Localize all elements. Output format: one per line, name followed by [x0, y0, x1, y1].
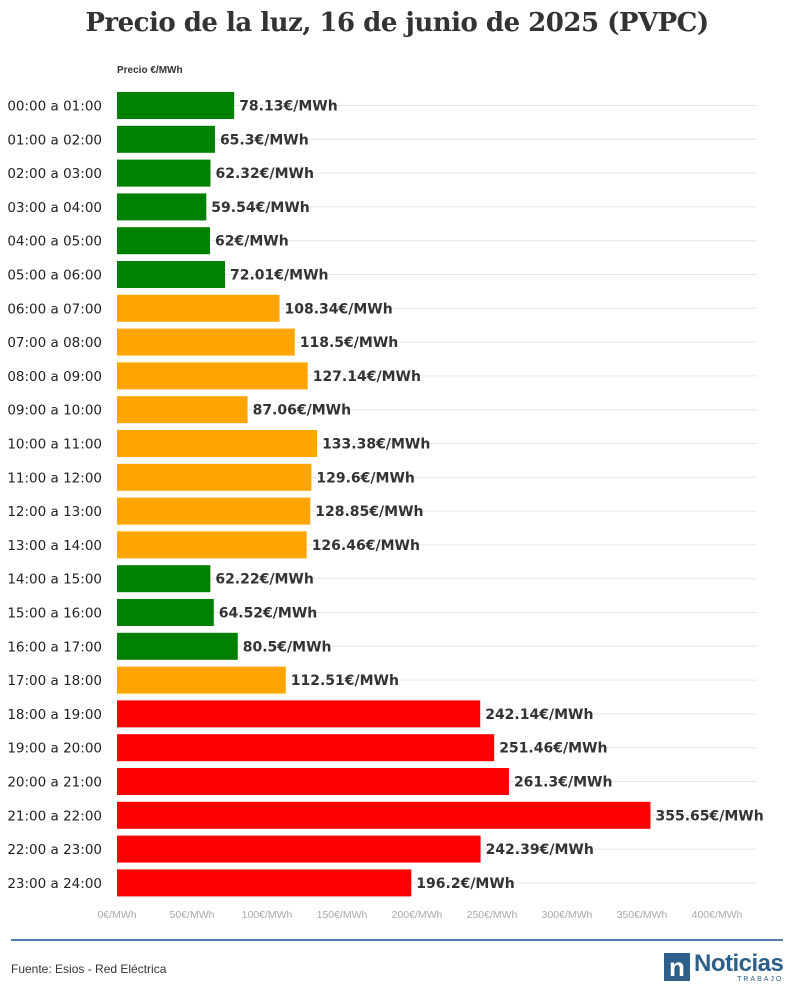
source-text: Fuente: Esios - Red Eléctrica	[11, 962, 167, 976]
value-label: 80.5€/MWh	[243, 639, 332, 655]
category-label: 15:00 a 16:00	[7, 606, 102, 622]
x-tick-label: 0€/MWh	[97, 909, 136, 921]
value-label: 133.38€/MWh	[322, 437, 430, 453]
value-label: 127.14€/MWh	[313, 369, 421, 385]
value-label: 118.5€/MWh	[300, 335, 398, 351]
value-label: 72.01€/MWh	[230, 268, 328, 284]
bar	[117, 666, 286, 694]
value-label: 62.32€/MWh	[215, 166, 313, 182]
value-label: 251.46€/MWh	[499, 741, 607, 757]
bar	[117, 497, 311, 525]
bar	[117, 463, 312, 491]
bar	[117, 125, 215, 153]
category-label: 21:00 a 22:00	[7, 808, 102, 824]
category-label: 00:00 a 01:00	[7, 99, 102, 115]
value-label: 108.34€/MWh	[285, 301, 393, 317]
x-tick-label: 250€/MWh	[467, 909, 518, 921]
bar	[117, 294, 280, 322]
bar	[117, 430, 318, 457]
x-tick-label: 350€/MWh	[617, 909, 668, 921]
brand-logo: n Noticias TRABAJO	[664, 950, 784, 983]
bar	[117, 835, 481, 863]
category-label: 05:00 a 06:00	[7, 268, 102, 284]
category-label: 10:00 a 11:00	[7, 437, 102, 453]
bar	[117, 869, 412, 897]
category-label: 18:00 a 19:00	[7, 707, 102, 723]
value-label: 129.6€/MWh	[316, 470, 414, 486]
value-label: 126.46€/MWh	[312, 538, 420, 554]
value-label: 87.06€/MWh	[253, 403, 351, 419]
category-label: 08:00 a 09:00	[7, 369, 102, 385]
value-label: 355.65€/MWh	[655, 808, 763, 824]
bar	[117, 362, 308, 390]
bar	[117, 734, 495, 762]
bar	[117, 328, 295, 356]
chart-title: Precio de la luz, 16 de junio de 2025 (P…	[85, 8, 709, 38]
value-label: 78.13€/MWh	[239, 99, 337, 115]
bar	[117, 92, 235, 119]
x-tick-label: 100€/MWh	[242, 909, 293, 921]
bar	[117, 531, 307, 559]
value-label: 242.14€/MWh	[485, 707, 593, 723]
value-label: 128.85€/MWh	[315, 504, 423, 520]
bar	[117, 159, 211, 187]
category-label: 02:00 a 03:00	[7, 166, 102, 182]
bar	[117, 632, 238, 660]
logo-mark-icon: n	[664, 953, 690, 981]
bar	[117, 768, 509, 795]
category-label: 07:00 a 08:00	[7, 335, 102, 351]
category-label: 09:00 a 10:00	[7, 403, 102, 419]
value-label: 62.22€/MWh	[215, 572, 313, 588]
bar-chart: Precio €/MWh 00:00 a 01:00 78.13€/MWh 01:00…	[7, 65, 763, 921]
category-label: 17:00 a 18:00	[7, 673, 102, 689]
category-label: 16:00 a 17:00	[7, 639, 102, 655]
category-label: 12:00 a 13:00	[7, 504, 102, 520]
category-label: 01:00 a 02:00	[7, 132, 102, 148]
category-label: 14:00 a 15:00	[7, 572, 102, 588]
bar	[117, 801, 651, 829]
value-axis-label: Precio €/MWh	[117, 65, 183, 76]
category-label: 19:00 a 20:00	[7, 741, 102, 757]
value-label: 196.2€/MWh	[416, 876, 514, 892]
value-label: 62€/MWh	[215, 234, 289, 250]
bar	[117, 599, 214, 626]
category-label: 22:00 a 23:00	[7, 842, 102, 858]
value-label: 112.51€/MWh	[291, 673, 399, 689]
bar	[117, 700, 481, 728]
bar	[117, 193, 207, 221]
category-label: 04:00 a 05:00	[7, 234, 102, 250]
value-label: 59.54€/MWh	[211, 200, 309, 216]
value-label: 65.3€/MWh	[220, 132, 309, 148]
value-label: 64.52€/MWh	[219, 606, 317, 622]
logo-subtitle: TRABAJO	[737, 976, 784, 983]
x-tick-label: 300€/MWh	[542, 909, 593, 921]
x-tick-label: 50€/MWh	[170, 909, 215, 921]
footer-divider	[11, 939, 783, 941]
value-label: 261.3€/MWh	[514, 775, 612, 791]
x-tick-label: 400€/MWh	[692, 909, 743, 921]
category-label: 20:00 a 21:00	[7, 775, 102, 791]
bar	[117, 261, 226, 288]
logo-name: Noticias	[694, 950, 784, 977]
value-label: 242.39€/MWh	[486, 842, 594, 858]
category-label: 11:00 a 12:00	[7, 470, 102, 486]
bar	[117, 565, 211, 593]
category-label: 06:00 a 07:00	[7, 301, 102, 317]
bar	[117, 227, 210, 255]
bar	[117, 396, 248, 424]
category-label: 03:00 a 04:00	[7, 200, 102, 216]
x-tick-label: 150€/MWh	[317, 909, 368, 921]
category-label: 23:00 a 24:00	[7, 876, 102, 892]
category-label: 13:00 a 14:00	[7, 538, 102, 554]
x-tick-label: 200€/MWh	[392, 909, 443, 921]
